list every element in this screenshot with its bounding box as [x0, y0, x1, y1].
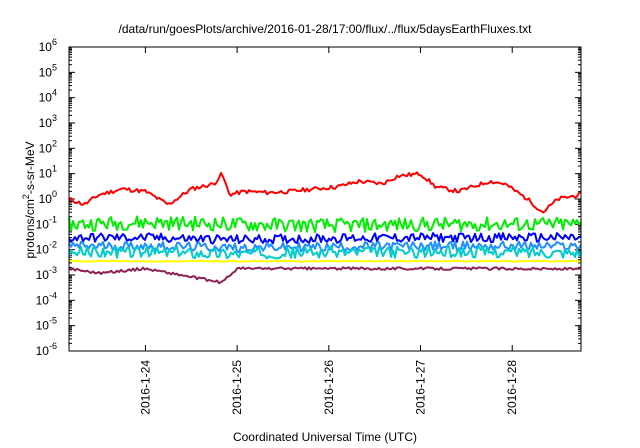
y-tick-label: 10-4	[36, 290, 57, 307]
series-line	[68, 245, 582, 260]
y-tick-label: 101	[39, 164, 57, 181]
y-tick-label: 103	[39, 113, 57, 130]
x-axis-label: Coordinated Universal Time (UTC)	[233, 430, 417, 444]
x-tick-label: 2016-1-25	[230, 360, 244, 415]
y-axis-ticks: 10-6 10-5 10-4 10-3 10-2 10-1 100 101 102 103 104 1…	[36, 37, 581, 358]
x-tick-label: 2016-1-26	[322, 360, 336, 415]
plot-frame	[68, 46, 582, 352]
y-axis-label: protons/cm2-s-sr-MeV	[21, 141, 37, 258]
x-tick-label: 2016-1-24	[138, 360, 152, 415]
y-axis-label-superscript: 2	[21, 194, 31, 199]
y-tick-label: 105	[39, 62, 57, 79]
y-tick-label: 106	[39, 37, 57, 54]
y-tick-label: 10-2	[36, 240, 57, 257]
series-line	[68, 259, 582, 263]
series-layer	[68, 171, 582, 285]
y-tick-label: 100	[39, 189, 57, 206]
series-line	[68, 232, 582, 245]
y-tick-label: 10-5	[36, 316, 57, 333]
x-tick-label: 2016-1-28	[505, 360, 519, 415]
y-tick-label: 104	[39, 88, 57, 105]
y-tick-label: 10-3	[36, 265, 57, 282]
chart-title: /data/run/goesPlots/archive/2016-01-28/1…	[119, 22, 533, 36]
y-axis-label-main: protons/cm	[23, 199, 37, 258]
series-line	[68, 215, 582, 234]
series-line	[68, 266, 582, 285]
x-axis-ticks: 2016-1-24 2016-1-25 2016-1-26 2016-1-27 2016…	[138, 47, 519, 415]
x-tick-label: 2016-1-27	[414, 360, 428, 415]
y-tick-label: 10-6	[36, 341, 57, 358]
y-tick-label: 10-1	[36, 214, 57, 231]
y-axis-label-tail: -s-sr-MeV	[23, 141, 37, 194]
y-tick-label: 102	[39, 138, 57, 155]
series-line	[68, 171, 582, 214]
